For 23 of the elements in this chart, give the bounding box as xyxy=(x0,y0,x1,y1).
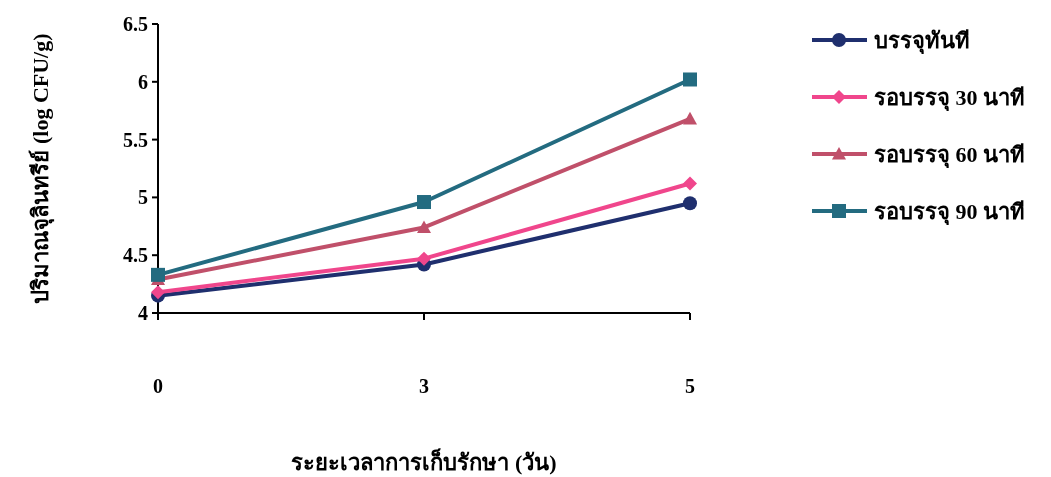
legend-label: รอบรรจุ 90 นาที xyxy=(874,199,1025,226)
x-tick-label: 5 xyxy=(685,375,695,397)
point xyxy=(151,267,165,282)
point xyxy=(417,195,431,210)
x-axis-title: ระยะเวลาการเก็บรักษา (วัน) xyxy=(291,448,557,475)
point xyxy=(417,220,431,234)
x-tick-label: 0 xyxy=(153,375,163,397)
y-tick-label: 5 xyxy=(138,186,148,209)
y-axis-title: ปริมาณจุลินทรีย์ (log CFU/g) xyxy=(28,33,55,304)
y-tick-label: 6 xyxy=(138,70,148,93)
y-tick-label: 4 xyxy=(138,302,148,324)
y-tick-label: 6.5 xyxy=(123,13,148,35)
legend-label: บรรจุทันที xyxy=(874,28,970,55)
point xyxy=(683,176,697,191)
point xyxy=(417,251,431,266)
legend-label: รอบรรจุ 30 นาที xyxy=(874,85,1025,112)
point xyxy=(683,196,697,211)
y-tick-label: 5.5 xyxy=(123,128,148,151)
legend-label: รอบรรจุ 60 นาที xyxy=(874,142,1025,169)
point xyxy=(683,111,697,125)
y-tick-label: 4.5 xyxy=(123,244,148,267)
point xyxy=(683,72,697,87)
x-tick-label: 3 xyxy=(419,375,429,397)
